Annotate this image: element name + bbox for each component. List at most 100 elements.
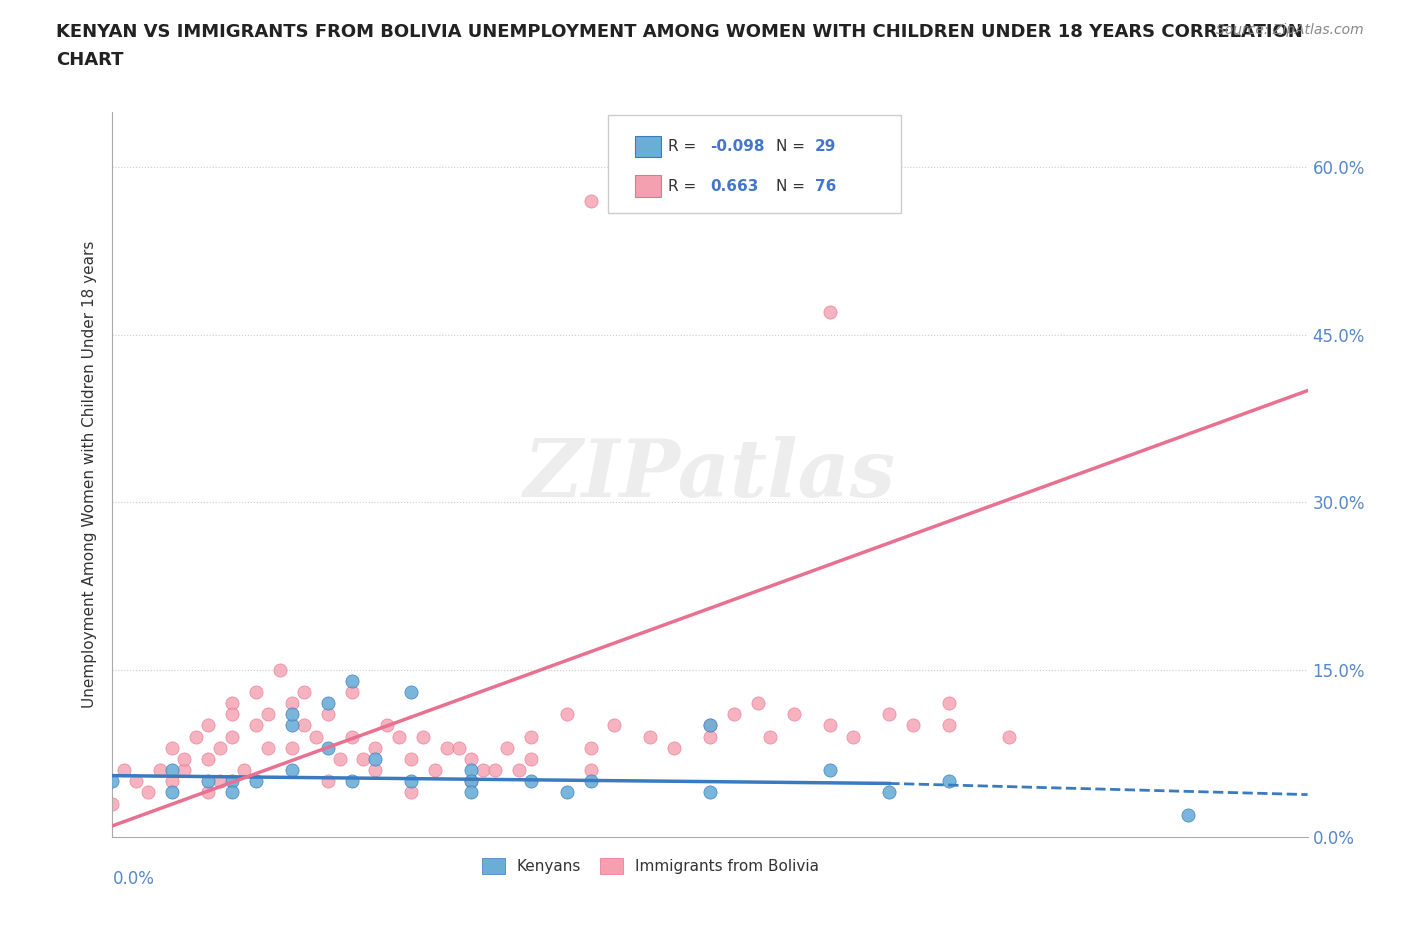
Point <box>221 774 243 789</box>
Point <box>579 740 602 755</box>
Point <box>197 751 219 766</box>
Point <box>555 707 578 722</box>
Point <box>903 718 925 733</box>
Point <box>579 774 602 789</box>
Point <box>818 763 841 777</box>
Point <box>281 696 304 711</box>
Point <box>162 763 183 777</box>
Point <box>114 763 135 777</box>
Point <box>209 774 232 789</box>
Point <box>1177 807 1199 822</box>
Point <box>496 740 519 755</box>
Point <box>879 785 901 800</box>
Point <box>938 696 960 711</box>
Point <box>125 774 148 789</box>
Point <box>221 696 243 711</box>
Text: 76: 76 <box>815 179 837 193</box>
Point <box>340 729 363 744</box>
Point <box>233 763 256 777</box>
Text: CHART: CHART <box>56 51 124 69</box>
Text: Source: ZipAtlas.com: Source: ZipAtlas.com <box>1216 23 1364 37</box>
Point <box>842 729 865 744</box>
Point <box>281 740 304 755</box>
Point <box>162 774 183 789</box>
Point <box>818 305 841 320</box>
Text: R =: R = <box>668 179 702 193</box>
Point <box>340 684 363 699</box>
Point <box>938 718 960 733</box>
Point <box>879 707 901 722</box>
Point <box>998 729 1021 744</box>
Point <box>281 763 304 777</box>
Text: -0.098: -0.098 <box>710 139 765 154</box>
Point <box>401 751 423 766</box>
Point <box>460 763 482 777</box>
Point <box>149 763 172 777</box>
Point <box>747 696 769 711</box>
Point <box>101 774 124 789</box>
Text: 0.663: 0.663 <box>710 179 758 193</box>
Point <box>640 729 662 744</box>
Point <box>281 707 304 722</box>
Point <box>603 718 626 733</box>
Point <box>401 684 423 699</box>
Point <box>162 785 183 800</box>
Point <box>520 774 543 789</box>
Point <box>699 718 721 733</box>
Point <box>269 662 291 677</box>
Text: N =: N = <box>776 179 810 193</box>
Point <box>245 684 267 699</box>
Point <box>101 796 124 811</box>
Text: 29: 29 <box>815 139 837 154</box>
Point <box>783 707 806 722</box>
Point <box>173 751 195 766</box>
Point <box>329 751 352 766</box>
Point <box>412 729 434 744</box>
Point <box>699 718 721 733</box>
Point <box>460 774 482 789</box>
Point <box>292 684 315 699</box>
FancyBboxPatch shape <box>634 176 661 197</box>
Text: KENYAN VS IMMIGRANTS FROM BOLIVIA UNEMPLOYMENT AMONG WOMEN WITH CHILDREN UNDER 1: KENYAN VS IMMIGRANTS FROM BOLIVIA UNEMPL… <box>56 23 1303 41</box>
Text: N =: N = <box>776 139 810 154</box>
Point <box>197 774 219 789</box>
Point <box>364 751 387 766</box>
Point <box>340 673 363 688</box>
Point <box>257 740 280 755</box>
Point <box>197 718 219 733</box>
Point <box>401 774 423 789</box>
Point <box>508 763 530 777</box>
Text: ZIPatlas: ZIPatlas <box>524 435 896 513</box>
Point <box>759 729 782 744</box>
Point <box>221 707 243 722</box>
Point <box>388 729 411 744</box>
Point <box>723 707 745 722</box>
Y-axis label: Unemployment Among Women with Children Under 18 years: Unemployment Among Women with Children U… <box>82 241 97 708</box>
Point <box>520 729 543 744</box>
Point <box>377 718 399 733</box>
Point <box>364 763 387 777</box>
Point <box>245 774 267 789</box>
Point <box>197 785 219 800</box>
Point <box>818 718 841 733</box>
Point <box>699 785 721 800</box>
Point <box>162 740 183 755</box>
Point <box>520 751 543 766</box>
Point <box>401 785 423 800</box>
Point <box>138 785 160 800</box>
Point <box>257 707 280 722</box>
Point <box>221 785 243 800</box>
Point <box>449 740 471 755</box>
Point <box>460 751 482 766</box>
Point <box>484 763 506 777</box>
Point <box>425 763 447 777</box>
Point <box>305 729 328 744</box>
Point <box>316 707 339 722</box>
Text: 0.0%: 0.0% <box>112 870 155 887</box>
Point <box>340 774 363 789</box>
Point <box>281 718 304 733</box>
Point <box>245 718 267 733</box>
Point <box>555 785 578 800</box>
Point <box>209 740 232 755</box>
FancyBboxPatch shape <box>634 136 661 157</box>
